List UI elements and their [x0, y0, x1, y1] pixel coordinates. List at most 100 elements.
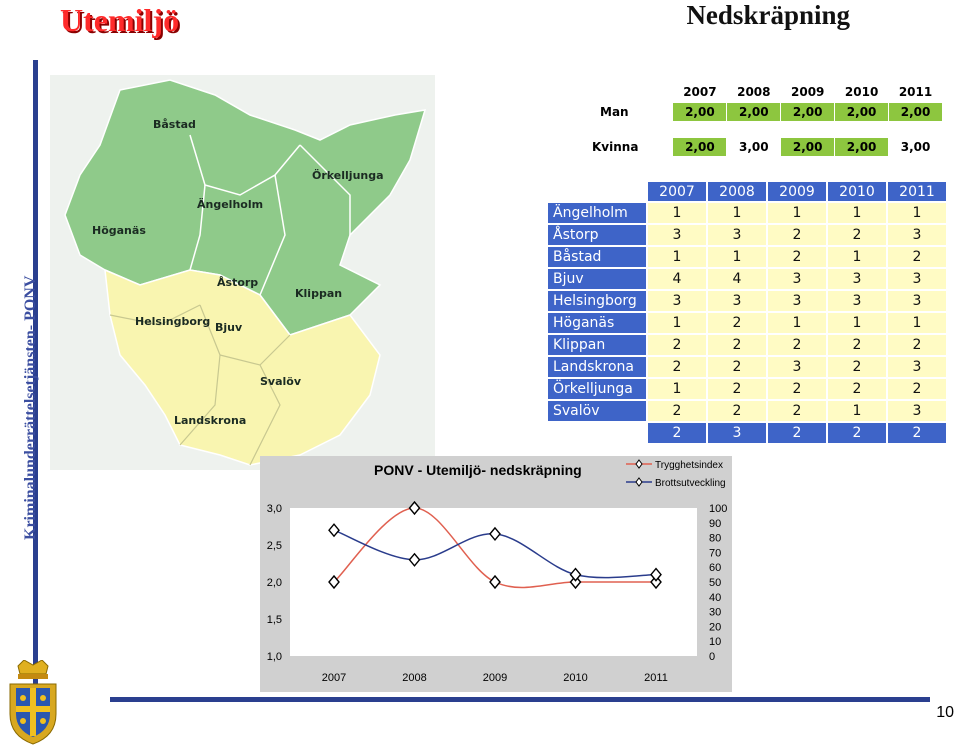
legend-marker-1 [635, 477, 643, 487]
map-label-svalov: Svalöv [260, 375, 302, 388]
y-tick-label: 2,0 [267, 577, 282, 589]
table-cell: 3 [888, 357, 946, 377]
table-cell: 2 [768, 247, 826, 267]
y2-tick-label: 50 [709, 577, 721, 589]
municipality-name [548, 423, 646, 443]
table-cell: 2 [768, 401, 826, 421]
map-label-angelholm: Ängelholm [197, 197, 263, 211]
map-label-bjuv: Bjuv [215, 321, 243, 334]
table-cell: 2 [768, 379, 826, 399]
map-label-astorp: Åstorp [217, 276, 258, 289]
table-cell: 1 [828, 401, 886, 421]
table-cell: 2,00 [834, 101, 890, 122]
y2-tick-label: 20 [709, 621, 721, 633]
table-spacer [584, 121, 943, 137]
page-title: Utemiljö [60, 2, 180, 38]
table-cell: 3 [888, 291, 946, 311]
table-cell: 1 [828, 203, 886, 223]
table-row: Båstad 1 1 2 1 2 [548, 247, 946, 267]
police-emblem-icon [9, 660, 57, 745]
municipality-name: Bjuv [548, 269, 646, 289]
table-cell: 2 [888, 379, 946, 399]
table-cell: 2,00 [672, 136, 728, 157]
row-label: Kvinna [582, 136, 674, 157]
map-label-orkelljunga: Örkelljunga [312, 168, 384, 182]
table-cell: 3,00 [888, 136, 943, 157]
legend-label: Brottsutveckling [655, 478, 726, 489]
table-cell: 2 [708, 401, 766, 421]
table-cell: 3 [708, 423, 766, 443]
table-header-row: 2007 2008 2009 2010 2011 [584, 82, 943, 102]
table-cell: 4 [648, 269, 706, 289]
year-header: 2008 [737, 84, 771, 99]
table-corner [584, 82, 673, 102]
table-cell: 2 [768, 335, 826, 355]
series-1-point [650, 567, 662, 582]
table-row: Man 2,00 2,00 2,00 2,00 2,00 [582, 101, 943, 122]
table-cell: 2 [648, 357, 706, 377]
table-cell: 2,00 [726, 101, 782, 122]
x-tick-label: 2007 [322, 672, 346, 684]
municipality-name: Klippan [548, 335, 646, 355]
table-row: Örkelljunga 1 2 2 2 2 [548, 379, 946, 399]
table-row: Höganäs 1 2 1 1 1 [548, 313, 946, 333]
table-cell: 2 [768, 225, 826, 245]
table-cell: 3 [648, 291, 706, 311]
table-cell: 1 [648, 313, 706, 333]
table-cell: 2 [828, 379, 886, 399]
series-1-point [569, 567, 582, 582]
y2-tick-label: 90 [709, 518, 721, 530]
table-cell: 1 [648, 247, 706, 267]
x-tick-label: 2009 [483, 672, 507, 684]
table-cell: 1 [768, 203, 826, 223]
table-row: Klippan 2 2 2 2 2 [548, 335, 946, 355]
table-cell: 2,00 [672, 101, 728, 122]
table-cell: 1 [648, 379, 706, 399]
legend-marker-0 [635, 459, 643, 469]
series-line-0 [333, 507, 656, 589]
table-cell: 2 [708, 335, 766, 355]
table-cell: 2 [828, 423, 886, 443]
slide-title: Nedskräpning [686, 0, 850, 30]
table-cell: 1 [828, 247, 886, 267]
table-cell: 1 [888, 203, 946, 223]
year-header: 2007 [648, 182, 706, 201]
page-number: 10 [936, 704, 954, 721]
y2-tick-label: 70 [709, 547, 721, 559]
table-cell: 3 [888, 269, 946, 289]
x-tick-label: 2011 [644, 672, 668, 684]
y-tick-label: 1,0 [267, 651, 282, 663]
series-1-point [408, 552, 421, 567]
chart-panel: PONV - Utemiljö- nedskräpning 3,0 2,5 2,0 1,… [260, 456, 732, 692]
year-header: 2009 [791, 84, 825, 99]
table-cell: 2 [888, 247, 946, 267]
year-header: 2007 [683, 84, 717, 99]
series-1-point [489, 526, 501, 541]
table-row: Bjuv 4 4 3 3 3 [548, 269, 946, 289]
line-chart: PONV - Utemiljö- nedskräpning 3,0 2,5 2,0 1,… [267, 459, 727, 684]
table-cell: 3 [768, 269, 826, 289]
year-header: 2011 [888, 182, 946, 201]
map-label-landskrona: Landskrona [174, 414, 246, 427]
row-label: Man [582, 101, 674, 122]
table-cell: 3 [768, 291, 826, 311]
table-cell: 1 [708, 247, 766, 267]
table-cell: 3 [828, 269, 886, 289]
municipality-name: Svalöv [548, 401, 646, 421]
series-0-point [328, 574, 340, 590]
table-row: Ängelholm 1 1 1 1 1 [548, 203, 946, 223]
y2-tick-label: 60 [709, 562, 721, 574]
left-accent-bar [33, 60, 38, 690]
table-cell: 2 [828, 335, 886, 355]
table-cell: 3 [828, 291, 886, 311]
y2-tick-label: 40 [709, 592, 721, 604]
table-cell: 3 [708, 291, 766, 311]
x-tick-label: 2008 [402, 672, 426, 684]
y-tick-label: 2,5 [267, 540, 282, 552]
y2-tick-label: 30 [709, 607, 721, 619]
table-cell: 3 [708, 225, 766, 245]
legend-label: Trygghetsindex [655, 460, 723, 471]
table-cell: 2 [828, 225, 886, 245]
year-header: 2009 [768, 182, 826, 201]
